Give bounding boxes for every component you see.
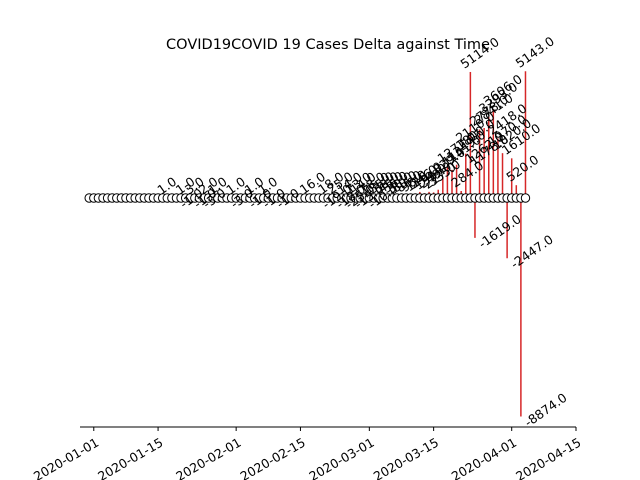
data-label-2020-03-24: -1619.0 xyxy=(476,211,524,251)
date-markers xyxy=(84,193,531,203)
chart-title: COVID19COVID 19 Cases Delta against Time xyxy=(166,37,490,53)
data-label-2020-03-31: -2447.0 xyxy=(508,232,556,272)
x-tick-label: 2020-01-01 xyxy=(31,435,101,480)
x-tick-label: 2020-04-01 xyxy=(449,435,519,480)
x-tick-label: 2020-02-01 xyxy=(173,435,243,480)
x-tick-label: 2020-03-15 xyxy=(371,435,441,480)
x-tick-label: 2020-02-15 xyxy=(238,435,308,480)
x-tick-label: 2020-03-01 xyxy=(306,435,376,480)
data-label-2020-04-02: 520.0 xyxy=(503,152,541,185)
data-labels: 1.0-1.01.0-1.03.0-3.02.01.0-3.01.0-1.01.… xyxy=(154,33,569,430)
x-tick-label: 2020-04-15 xyxy=(513,435,583,480)
data-label-2020-04-04: 5143.0 xyxy=(513,33,557,70)
data-label-2020-04-03: -8874.0 xyxy=(522,390,570,430)
x-tick-label: 2020-01-15 xyxy=(95,435,165,480)
date-marker xyxy=(520,193,531,203)
